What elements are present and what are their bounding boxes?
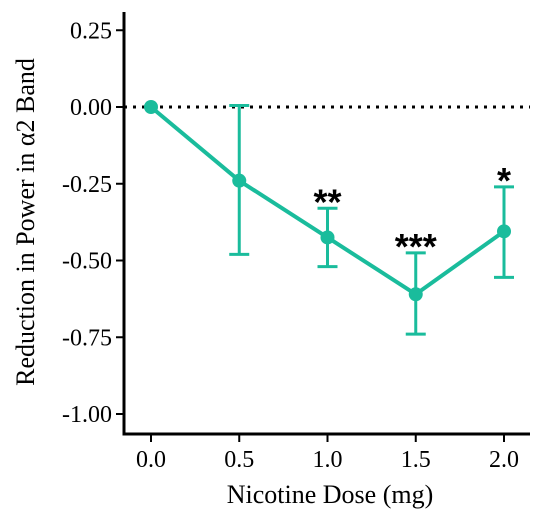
error-bars <box>229 103 514 336</box>
y-axis-title: Reduction in Power in α2 Band <box>11 58 40 386</box>
x-tick-label: 1.0 <box>313 447 343 473</box>
significance-label: ** <box>313 181 341 222</box>
y-tick-label: -0.25 <box>62 172 112 198</box>
data-point <box>232 173 247 188</box>
data-point <box>320 230 335 245</box>
y-tick-label: 0.00 <box>70 95 112 121</box>
data-points <box>144 100 511 302</box>
y-tick-label: 0.25 <box>70 18 112 44</box>
y-tick-label: -0.75 <box>62 325 112 351</box>
significance-label: * <box>497 160 511 201</box>
tick-labels: 0.25 0.00 -0.25 -0.50 -0.75 -1.00 0.0 0.5 1.0 1.5… <box>62 18 519 473</box>
significance-labels: ****** <box>313 160 511 267</box>
x-tick-label: 2.0 <box>489 447 519 473</box>
x-tick-label: 0.5 <box>224 447 254 473</box>
data-point <box>408 287 423 302</box>
x-axis-title: Nicotine Dose (mg) <box>227 480 434 509</box>
y-tick-label: -0.50 <box>62 249 112 275</box>
axes <box>116 12 530 442</box>
data-point <box>144 100 158 114</box>
x-tick-label: 0.0 <box>136 447 166 473</box>
x-tick-label: 1.5 <box>401 447 431 473</box>
significance-label: *** <box>395 226 437 267</box>
data-point <box>497 224 511 239</box>
y-tick-label: -1.00 <box>62 402 112 428</box>
